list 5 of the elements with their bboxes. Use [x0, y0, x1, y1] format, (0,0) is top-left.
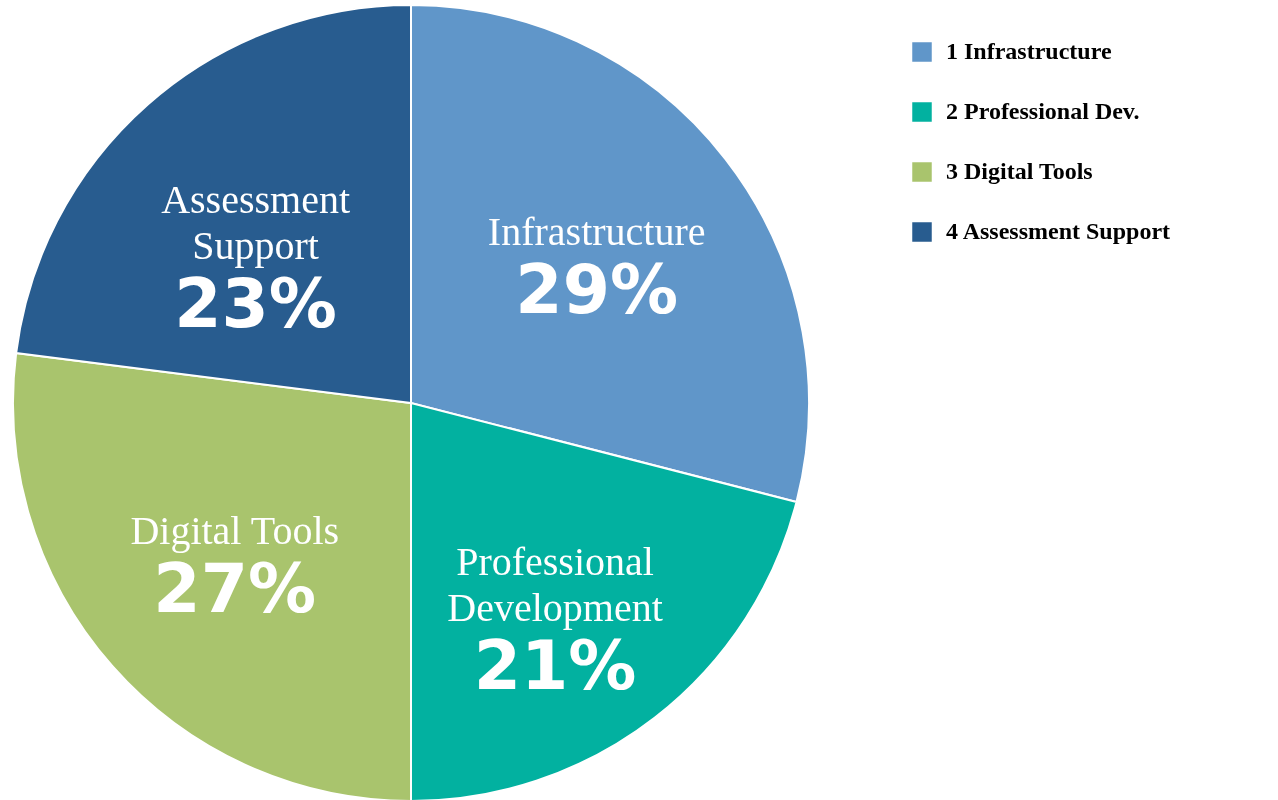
legend-label: 4 Assessment Support [946, 218, 1171, 244]
text: Digital Tools [130, 508, 340, 554]
legend-label: 2 Professional Dev. [946, 98, 1140, 124]
legend-label: 3 Digital Tools [946, 158, 1093, 184]
legend-label: 1 Infrastructure [946, 38, 1112, 64]
